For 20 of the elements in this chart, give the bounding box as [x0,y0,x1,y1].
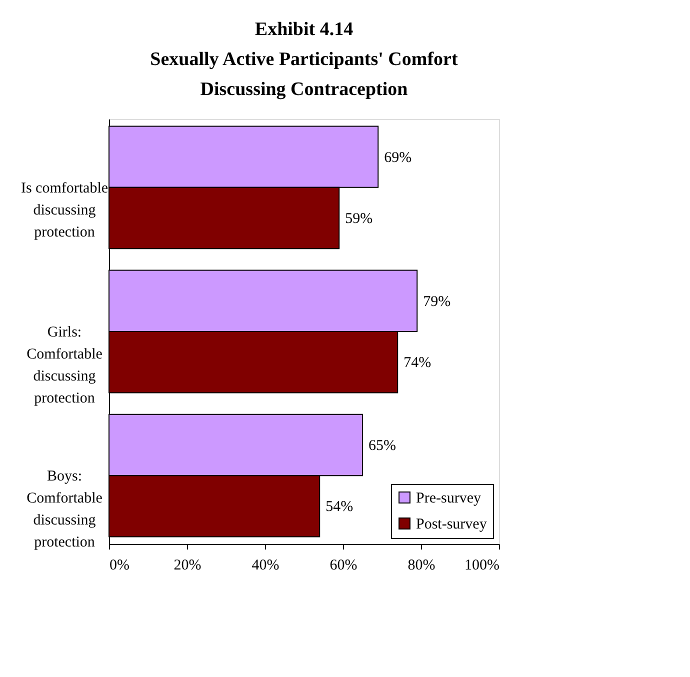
data-label: 69% [384,150,412,166]
data-label: 74% [404,355,432,372]
data-label: 65% [368,438,396,454]
text: Exhibit 4.14 [254,19,354,40]
data-label: 54% [326,499,354,516]
x-tick-label: 100% [464,558,500,574]
text: Sexually Active Participants' Comfort [150,49,458,70]
legend-label: Post-survey [416,516,488,532]
data-label: 79% [423,294,451,310]
x-tick-label: 20% [174,558,202,574]
y-tick-label: Girls: Comfortable discussing protection [26,324,103,406]
data-label: 59% [345,211,373,228]
x-tick-label: 60% [330,558,358,574]
x-tick-label: 80% [408,558,436,574]
legend-label: Pre-survey [416,490,482,506]
y-tick-label: Is comfortable discussing protection [20,180,108,240]
y-tick-label: Boys: Comfortable discussing protection [26,468,103,551]
x-tick-label: 0% [110,558,130,574]
text: Discussing Contraception [200,79,408,100]
x-tick-label: 40% [252,558,280,574]
